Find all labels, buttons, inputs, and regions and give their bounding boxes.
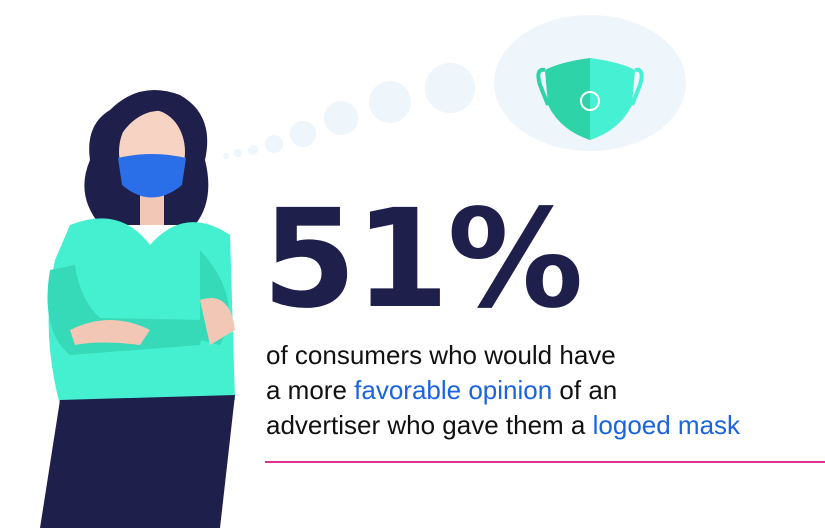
highlight-favorable-opinion: favorable opinion <box>354 375 553 405</box>
text-segment: of an <box>552 375 618 405</box>
description-line-1: of consumers who would have <box>266 340 616 370</box>
description-line-2: a more favorable opinion of an <box>266 373 740 408</box>
face-mask-icon <box>118 154 186 198</box>
text-segment: a more <box>266 375 355 405</box>
stat-percentage: 51% <box>262 181 584 339</box>
highlight-logoed-mask: logoed mask <box>592 410 741 440</box>
logoed-mask-icon <box>536 58 644 140</box>
description-line-3: advertiser who gave them a logoed mask <box>266 408 740 443</box>
divider-line <box>265 461 825 463</box>
woman-figure <box>40 90 235 528</box>
text-segment: advertiser who gave them a <box>266 410 593 440</box>
stat-description: of consumers who would have a more favor… <box>266 338 740 443</box>
